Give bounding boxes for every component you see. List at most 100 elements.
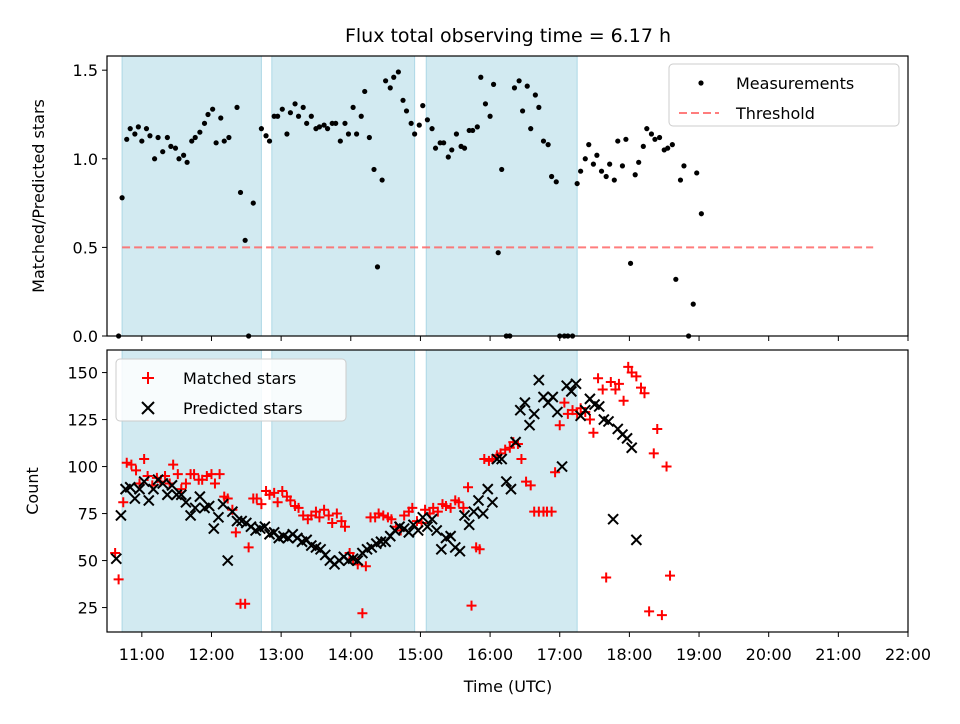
matched-star-point — [230, 527, 241, 538]
measurement-point — [155, 134, 161, 141]
measurement-point — [648, 131, 655, 137]
matched-star-point — [360, 561, 371, 572]
bottom-y-tick-label: 75 — [78, 505, 98, 524]
measurement-point — [482, 101, 489, 107]
matched-star-point — [243, 542, 254, 553]
bottom-y-tick-label: 150 — [67, 364, 98, 383]
matched-star-point — [623, 361, 634, 372]
matched-star-point — [126, 459, 137, 470]
predicted-star-point — [621, 432, 633, 445]
matched-star-point — [445, 502, 456, 513]
predicted-star-point — [421, 521, 434, 533]
measurement-point — [379, 177, 385, 183]
predicted-star-point — [212, 511, 225, 524]
measurement-point — [213, 140, 219, 146]
predicted-star-point — [194, 490, 206, 503]
top-y-tick-label: 1.0 — [73, 150, 98, 169]
measurement-point — [461, 145, 468, 151]
measurement-point — [316, 124, 323, 130]
x-tick-label: 14:00 — [328, 645, 374, 664]
x-tick-label: 17:00 — [537, 645, 583, 664]
legend-box — [668, 63, 900, 127]
measurement-point — [279, 106, 285, 112]
measurement-point — [127, 126, 133, 132]
matched-star-point — [331, 508, 342, 519]
predicted-star-point — [426, 513, 438, 525]
measurement-point — [337, 138, 343, 144]
predicted-star-point — [444, 530, 457, 542]
measurement-point — [321, 122, 327, 128]
matched-star-point — [319, 504, 330, 515]
matched-star-point — [327, 517, 338, 528]
measurement-point — [623, 136, 629, 142]
x-tick-label: 15:00 — [397, 645, 443, 664]
predicted-star-point — [231, 515, 243, 527]
measurement-point — [287, 110, 294, 116]
top-panel: 0.0 0.5 1.0 1.5 Matched/Predicted stars Measu… — [29, 55, 909, 346]
measurement-point — [619, 163, 626, 169]
measurement-point — [395, 69, 401, 75]
measurement-point — [292, 101, 298, 107]
predicted-star-point — [403, 526, 415, 539]
measurement-point — [160, 149, 166, 155]
measurement-point — [164, 134, 170, 141]
matched-star-point — [269, 487, 280, 498]
measurement-point — [636, 159, 642, 165]
matched-star-point — [593, 373, 604, 384]
measurement-point — [403, 108, 410, 114]
measurement-point — [652, 136, 658, 142]
matched-star-point — [588, 427, 599, 438]
predicted-star-point — [607, 513, 619, 525]
matched-star-point — [665, 570, 676, 581]
measurement-point — [189, 138, 195, 144]
measurement-point — [192, 134, 198, 141]
measurement-point — [673, 276, 679, 282]
measurement-point — [362, 88, 368, 95]
x-tick-label: 22:00 — [885, 645, 931, 664]
x-tick-label: 13:00 — [258, 645, 304, 664]
predicted-star-point — [417, 511, 429, 524]
legend-label: Threshold — [735, 104, 815, 123]
matched-star-point — [584, 414, 595, 425]
predicted-star-point — [189, 502, 201, 514]
measurement-point — [412, 131, 418, 137]
measurement-point — [499, 166, 505, 173]
measurement-point — [250, 200, 256, 206]
measurement-point — [168, 143, 174, 149]
predicted-star-point — [514, 404, 526, 416]
measurement-point — [221, 138, 227, 144]
measurement-point — [205, 111, 211, 118]
measurement-point — [400, 97, 406, 103]
measurement-point — [226, 134, 232, 141]
matched-star-point — [613, 378, 624, 389]
matched-star-point — [209, 478, 220, 489]
predicted-star-point — [203, 500, 215, 512]
predicted-star-point — [430, 524, 443, 537]
measurement-point — [132, 131, 138, 137]
predicted-star-point — [226, 505, 239, 518]
matched-star-point — [222, 493, 233, 504]
predicted-star-point — [533, 374, 545, 386]
matched-star-point — [504, 442, 515, 453]
measurement-point — [342, 120, 348, 126]
matched-star-point — [113, 574, 124, 585]
measurement-point — [590, 161, 597, 167]
matched-star-point — [256, 499, 267, 510]
matched-star-point — [176, 484, 187, 495]
measurement-point — [139, 138, 145, 144]
measurement-point — [490, 81, 497, 87]
legend-box — [115, 358, 347, 422]
predicted-star-point — [579, 404, 591, 416]
measurement-point — [416, 122, 422, 128]
measurement-point — [669, 142, 675, 148]
measurement-point — [627, 260, 634, 266]
matched-star-point — [336, 516, 347, 527]
matched-star-point — [554, 420, 565, 431]
matched-star-point — [139, 454, 150, 465]
predicted-star-point — [602, 415, 615, 428]
predicted-star-point — [556, 460, 568, 473]
measurement-point — [345, 131, 352, 137]
predicted-star-point — [129, 492, 141, 505]
x-axis-label: Time (UTC) — [463, 677, 552, 696]
measurement-point — [124, 136, 130, 142]
